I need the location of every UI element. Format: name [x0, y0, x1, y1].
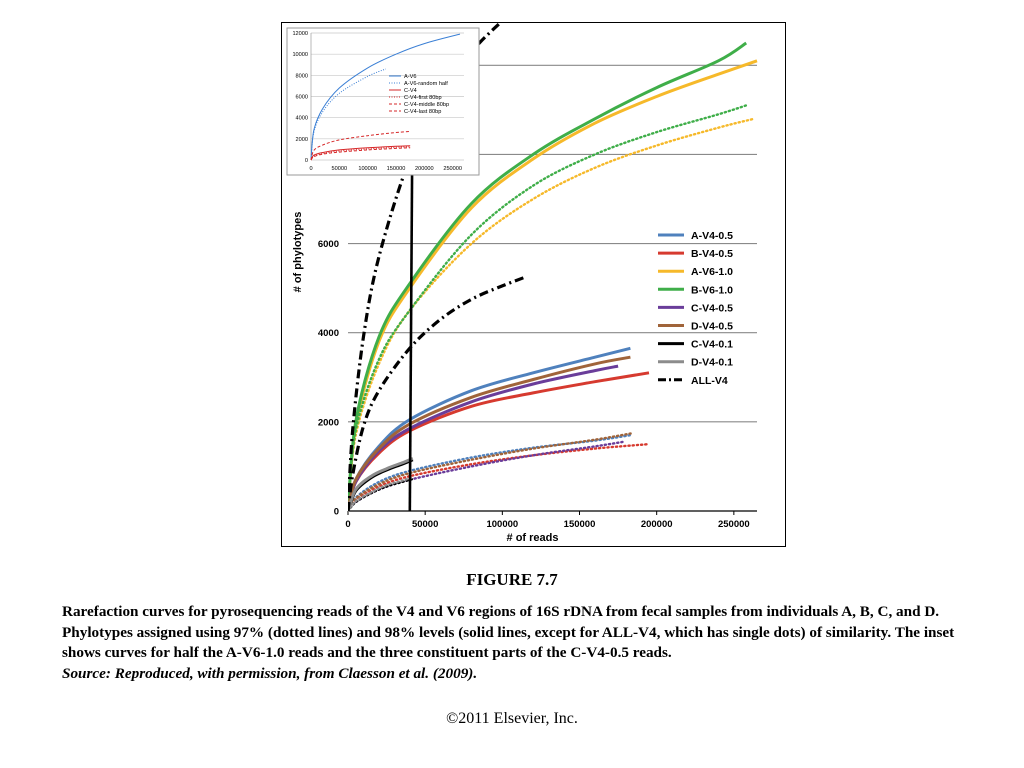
inset-legend-label-c-v4: C-V4 — [404, 88, 417, 94]
series-line-d-v4-0-1-solid — [348, 457, 414, 512]
legend-label-c-v4-0-1: C-V4-0.1 — [691, 339, 733, 351]
y-tick-label: 2000 — [318, 417, 339, 428]
inset-frame — [286, 27, 480, 176]
inset-x-tick-label: 200000 — [415, 166, 434, 172]
inset-y-tick-label: 10000 — [292, 52, 308, 58]
caption-text: Rarefaction curves for pyrosequencing re… — [62, 603, 955, 661]
series-line-b-v6-1-0-dotted — [348, 104, 748, 513]
inset-chart: 0 2000 4000 6000 8000 10000 12000 0 50000 100000 1… — [286, 27, 480, 176]
inset-legend-label-a-v6: A-V6 — [404, 74, 416, 80]
inset-series-a-v6 — [310, 33, 461, 161]
y-axis-title: # of phylotypes — [292, 212, 304, 293]
figure-label: FIGURE 7.7 — [466, 570, 558, 589]
inset-legend-label-c-v4-first-80bp: C-V4-first 80bp — [404, 95, 442, 101]
inset-series-c-v4-first-80bp — [310, 146, 411, 161]
inset-y-tick-label: 0 — [305, 158, 308, 164]
inset-legend-label-c-v4-middle-80bp: C-V4-middle 80bp — [404, 102, 449, 108]
caption-source: Source: Reproduced, with permission, fro… — [62, 664, 478, 682]
inset-legend-label-c-v4-last-80bp: C-V4-last 80bp — [404, 109, 441, 115]
series-line-a-v6-1-0-dotted — [348, 117, 756, 513]
inset-x-tick-label: 50000 — [332, 166, 348, 172]
y-tick-label: 0 — [334, 507, 339, 518]
series-line-d-v4-0-1-dotted — [348, 476, 414, 513]
series-line-all-v4-dashdot — [348, 23, 503, 512]
y-tick-label: 6000 — [318, 239, 339, 250]
inset-x-tick-label: 250000 — [443, 166, 462, 172]
legend-label-d-v4-0-1: D-V4-0.1 — [691, 357, 733, 369]
x-tick-label: 150000 — [564, 519, 596, 530]
legend-label-c-v4-0-5: C-V4-0.5 — [691, 302, 733, 314]
rarefaction-chart: 0200040006000800010000050000100000150000… — [286, 23, 758, 544]
series-line-b-v6-1-0-solid — [348, 41, 748, 512]
inset-series-c-v4 — [310, 145, 411, 161]
inset-y-tick-label: 2000 — [296, 137, 308, 143]
inset-x-tick-label: 100000 — [358, 166, 377, 172]
inset-series-a-v6-random-half — [310, 68, 386, 161]
x-tick-label: 200000 — [641, 519, 673, 530]
x-tick-label: 100000 — [486, 519, 518, 530]
inset-legend-label-a-v6-random-half: A-V6-random half — [404, 81, 448, 87]
legend: A-V4-0.5 B-V4-0.5 A-V6-1.0 B-V6-1.0 C-V4-0.5… — [658, 230, 733, 387]
legend-label-d-v4-0-5: D-V4-0.5 — [691, 321, 733, 333]
legend-label-a-v6-1-0: A-V6-1.0 — [691, 266, 733, 278]
inset-x-tick-label: 0 — [309, 166, 312, 172]
inset-y-tick-label: 6000 — [296, 95, 308, 101]
copyright-notice: ©2011 Elsevier, Inc. — [446, 710, 578, 727]
x-tick-label: 250000 — [718, 519, 750, 530]
legend-label-a-v4-0-5: A-V4-0.5 — [691, 230, 733, 242]
figure-caption: Rarefaction curves for pyrosequencing re… — [62, 602, 967, 684]
legend-label-b-v6-1-0: B-V6-1.0 — [691, 284, 733, 296]
main-plot: 0200040006000800010000050000100000150000… — [292, 23, 758, 544]
inset-x-tick-label: 150000 — [387, 166, 406, 172]
series-line-d-v4-0-5-solid — [348, 355, 631, 512]
inset-series-c-v4-middle-80bp — [310, 130, 411, 161]
inset-y-tick-label: 4000 — [296, 116, 308, 122]
x-tick-label: 50000 — [412, 519, 438, 530]
series-line-b-v4-0-5-dotted — [348, 442, 651, 513]
inset-y-tick-label: 8000 — [296, 73, 308, 79]
x-tick-label: 0 — [345, 519, 350, 530]
inset-y-tick-label: 12000 — [292, 31, 308, 37]
series-line-d-v4-0-5-dotted — [348, 431, 635, 513]
legend-label-all-v4: ALL-V4 — [691, 375, 728, 387]
y-tick-label: 4000 — [318, 328, 339, 339]
main-series — [348, 23, 758, 513]
legend-label-b-v4-0-5: B-V4-0.5 — [691, 248, 733, 260]
inset-series-c-v4-last-80bp — [310, 147, 411, 161]
x-axis-title: # of reads — [507, 532, 559, 544]
figure-frame: 0200040006000800010000050000100000150000… — [281, 22, 786, 547]
